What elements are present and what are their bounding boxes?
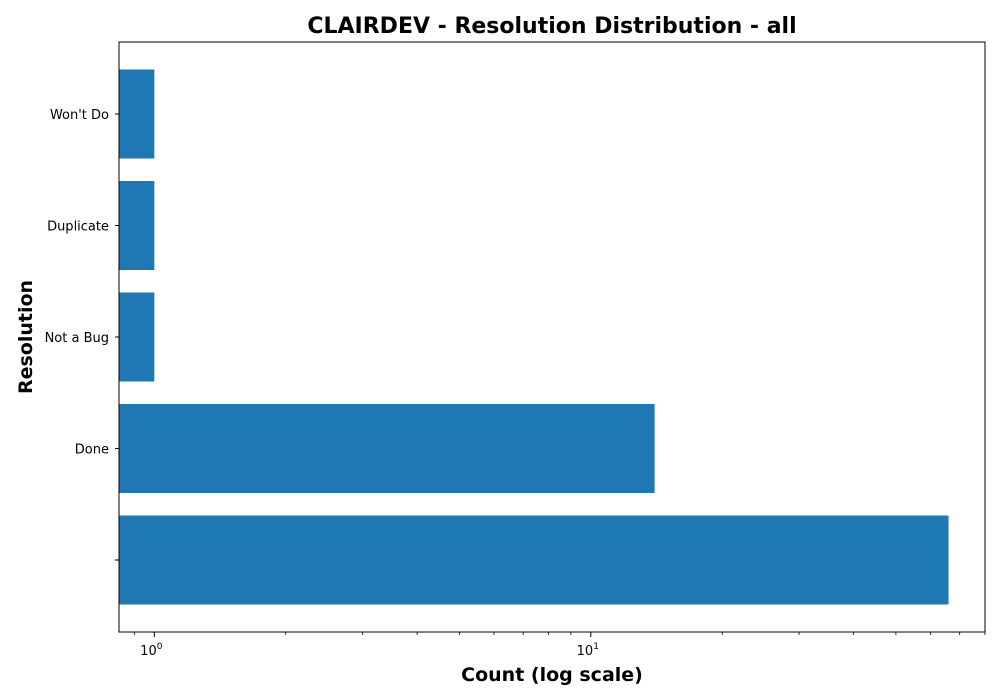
y-tick-label: Duplicate — [47, 220, 109, 235]
y-tick-label: Won't Do — [50, 108, 109, 123]
x-axis-label: Count (log scale) — [461, 664, 643, 686]
bar — [119, 515, 949, 605]
x-tick-label: 101 — [577, 642, 599, 659]
y-axis-label: Resolution — [15, 280, 37, 394]
bar — [119, 292, 155, 382]
bar — [119, 181, 155, 270]
x-tick-label: 100 — [140, 642, 163, 659]
plot-area: Done Not a Bug Duplicate Won't Do 100 101 — [45, 41, 986, 659]
y-tick-label: Not a Bug — [45, 331, 109, 346]
y-tick-label: Done — [75, 443, 109, 458]
bar — [119, 404, 655, 493]
bar — [119, 69, 155, 159]
chart-title: CLAIRDEV - Resolution Distribution - all — [307, 14, 796, 39]
